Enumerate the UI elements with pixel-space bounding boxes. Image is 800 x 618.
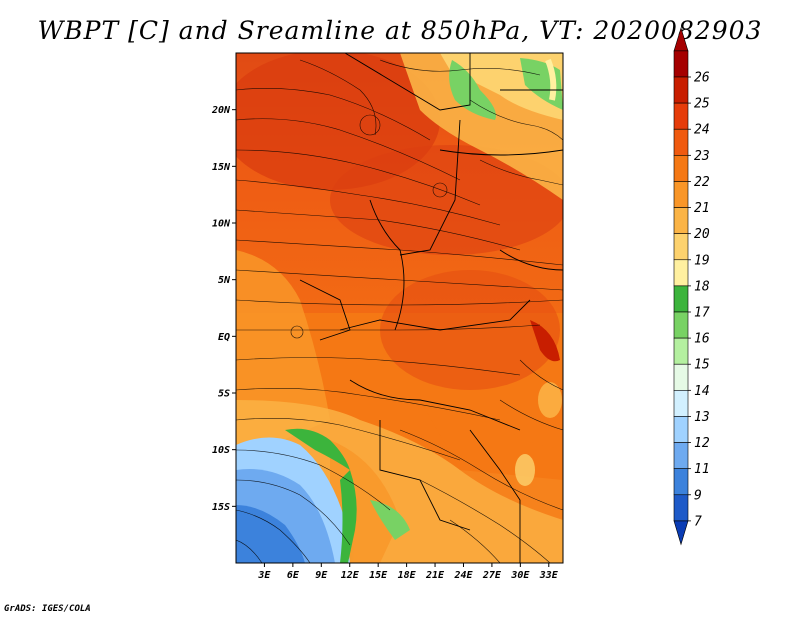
- latitude-axis: 20N 15N 10N 5N EQ 5S 10S 15S: [211, 105, 236, 513]
- credit-label: GrADS: IGES/COLA: [4, 604, 91, 614]
- lon-tick-label: 6E: [287, 570, 300, 581]
- colorbar-segment: [673, 442, 689, 469]
- colorbar-label: 17: [694, 306, 710, 321]
- lat-tick-label: 15S: [212, 502, 230, 513]
- colorbar-label: 13: [694, 410, 710, 425]
- colorbar-label: 7: [694, 514, 702, 529]
- colorbar-label: 15: [694, 358, 710, 373]
- lat-tick-label: 10N: [212, 219, 231, 230]
- colorbar-segment: [673, 207, 689, 234]
- colorbar-label: 25: [694, 97, 710, 112]
- colorbar-segment: [673, 494, 689, 522]
- colorbar: 26 25 24 23 22 21 20 19 18 17 16 15 14 13 12 11 9 7: [673, 26, 710, 546]
- colorbar-label: 11: [694, 462, 710, 477]
- lat-tick-label: 5N: [218, 275, 231, 286]
- colorbar-label: 12: [694, 436, 710, 451]
- colorbar-label: 19: [694, 253, 710, 268]
- lat-tick-label: EQ: [218, 332, 230, 343]
- lon-tick-label: 24E: [453, 570, 473, 581]
- colorbar-segment: [673, 311, 689, 339]
- colorbar-label: 26: [694, 71, 710, 86]
- lat-tick-label: 10S: [212, 445, 230, 456]
- colorbar-segment: [673, 128, 689, 156]
- colorbar-segment: [673, 337, 689, 365]
- lon-tick-label: 12E: [341, 570, 360, 581]
- colorbar-label: 20: [694, 227, 710, 242]
- wbpt-field: [236, 53, 563, 563]
- lat-tick-label: 20N: [211, 105, 231, 116]
- colorbar-segment: [673, 181, 689, 208]
- colorbar-label: 21: [694, 201, 710, 216]
- colorbar-segment: [673, 416, 689, 443]
- colorbar-label: 16: [694, 332, 710, 347]
- colorbar-segment: [673, 363, 689, 391]
- lon-tick-label: 15E: [369, 570, 388, 581]
- lon-tick-label: 18E: [398, 570, 417, 581]
- streamlines: [236, 59, 563, 563]
- map-frame: [235, 52, 564, 564]
- colorbar-segment: [673, 76, 689, 104]
- colorbar-segment: [673, 155, 689, 182]
- country-borders: [299, 53, 563, 563]
- colorbar-segment: [673, 285, 689, 313]
- colorbar-segment: [673, 468, 689, 496]
- lat-tick-label: 15N: [212, 162, 231, 173]
- colorbar-label: 22: [694, 175, 710, 190]
- colorbar-label: 23: [694, 149, 710, 164]
- longitude-axis: 3E 6E 9E 12E 15E 18E 21E 24E 27E 30E 33E: [257, 563, 559, 581]
- colorbar-label: 14: [694, 384, 710, 399]
- colorbar-top-arrow: [673, 26, 689, 52]
- colorbar-segment: [673, 390, 689, 417]
- lat-tick-label: 5S: [218, 389, 230, 400]
- chart-title: WBPT [C] and Sreamline at 850hPa, VT: 20…: [37, 16, 763, 45]
- lon-tick-label: 3E: [257, 570, 271, 581]
- lon-tick-label: 30E: [510, 570, 530, 581]
- lon-tick-label: 21E: [425, 570, 445, 581]
- colorbar-segment: [673, 50, 689, 78]
- colorbar-label: 18: [694, 279, 710, 294]
- colorbar-label: 9: [694, 488, 702, 503]
- lon-tick-label: 9E: [315, 570, 328, 581]
- colorbar-segment: [673, 102, 689, 130]
- colorbar-label: 24: [694, 123, 710, 138]
- colorbar-segment: [673, 233, 689, 261]
- colorbar-bottom-arrow: [673, 520, 689, 546]
- colorbar-segment: [673, 259, 689, 287]
- lon-tick-label: 27E: [482, 570, 502, 581]
- lon-tick-label: 33E: [539, 570, 559, 581]
